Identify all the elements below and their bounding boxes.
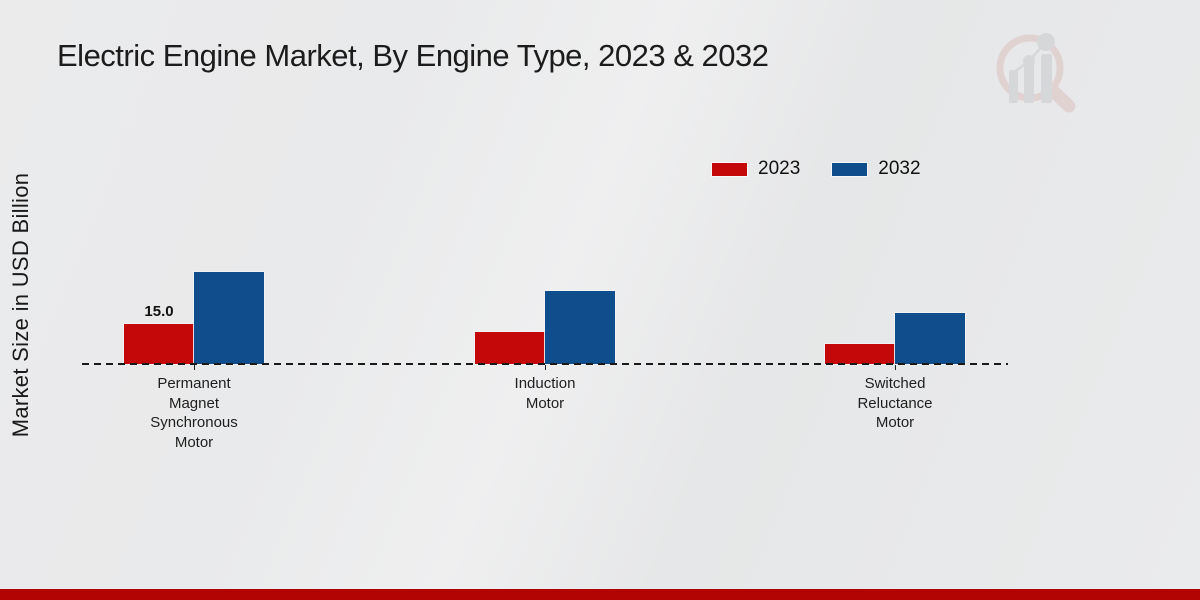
legend: 2023 2032 <box>712 158 921 180</box>
x-tick <box>194 365 195 370</box>
footer-red-strip <box>0 589 1200 600</box>
bar-2032-group3 <box>895 313 965 364</box>
magnifier-bar-chart-logo-icon <box>996 33 1076 113</box>
bar-2032-group2 <box>545 291 615 364</box>
category-label: Induction Motor <box>514 375 576 412</box>
category-label: Switched Reluctance Motor <box>857 375 933 431</box>
x-axis-baseline <box>82 363 1008 365</box>
bar-2023-group1 <box>124 324 194 364</box>
legend-item-2023: 2023 <box>712 158 800 180</box>
chart-title: Electric Engine Market, By Engine Type, … <box>57 38 769 73</box>
legend-swatch-2032 <box>832 162 868 176</box>
bar-2023-group3 <box>825 344 895 364</box>
legend-swatch-2023 <box>712 162 747 176</box>
legend-item-2032: 2032 <box>832 158 921 180</box>
legend-label-2023: 2023 <box>758 158 801 179</box>
x-tick <box>545 365 546 370</box>
bar-2023-group2 <box>475 332 545 364</box>
legend-label-2032: 2032 <box>878 158 921 179</box>
category-label: Permanent Magnet Synchronous Motor <box>150 375 238 451</box>
bar-2032-group1 <box>194 272 264 364</box>
bar-value-label: 15.0 <box>144 303 174 320</box>
x-tick <box>895 365 896 370</box>
